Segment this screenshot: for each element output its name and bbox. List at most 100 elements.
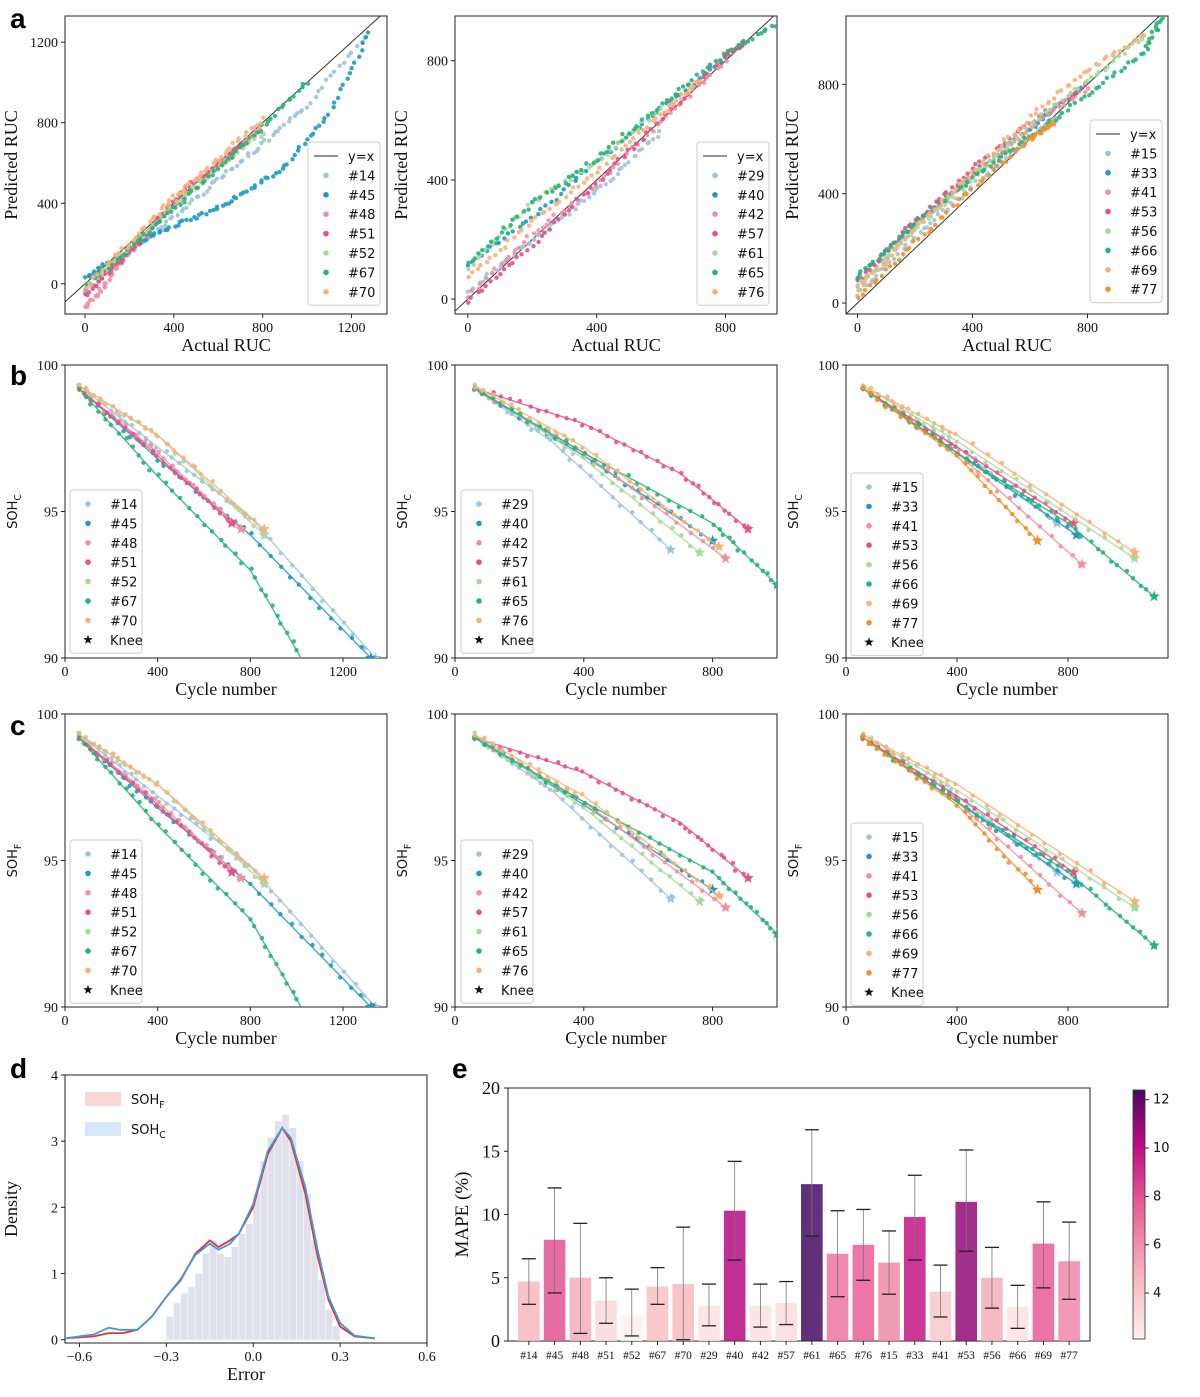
data-point (868, 390, 873, 396)
y-axis-label-base: SOH (787, 501, 802, 529)
y-axis-label: Predicted RUC (782, 110, 802, 220)
data-point (1038, 112, 1043, 117)
data-point (1052, 96, 1057, 101)
data-point (1122, 65, 1128, 71)
data-point (268, 536, 273, 542)
hist-bar (202, 1253, 210, 1340)
data-point (908, 768, 913, 773)
data-point (924, 765, 930, 770)
data-point (718, 64, 724, 69)
data-point (509, 753, 514, 758)
data-point (950, 190, 956, 195)
data-point (1009, 485, 1014, 490)
data-point (640, 851, 645, 856)
data-point (178, 191, 183, 196)
data-point (1045, 499, 1051, 504)
data-point (1130, 576, 1136, 581)
y-axis-label: SOHC (6, 494, 24, 529)
data-point (977, 159, 982, 164)
data-point (102, 401, 107, 406)
data-point (742, 550, 747, 555)
data-point (1053, 118, 1059, 123)
data-point (316, 605, 322, 611)
legend-marker (476, 890, 482, 896)
data-point (868, 385, 874, 390)
data-point (147, 230, 153, 235)
data-point (654, 121, 659, 126)
data-point (653, 116, 658, 121)
data-point (244, 140, 249, 146)
data-point (859, 278, 864, 284)
data-point (116, 431, 122, 436)
hist-bar (224, 1256, 232, 1340)
knee-marker (771, 578, 777, 590)
data-point (598, 151, 603, 156)
data-point (143, 426, 148, 431)
data-point (1119, 545, 1124, 551)
data-point (103, 753, 108, 758)
data-point (182, 200, 187, 205)
data-point (179, 847, 184, 853)
data-point (290, 563, 295, 568)
data-point (559, 191, 564, 197)
bar (801, 1184, 823, 1341)
data-point (773, 24, 777, 29)
data-point (972, 806, 977, 811)
legend-box (696, 141, 770, 306)
data-point (947, 792, 952, 797)
data-point (123, 762, 128, 767)
data-point (1028, 488, 1034, 493)
data-point (994, 846, 1000, 852)
series-51 (77, 387, 238, 529)
y-tick-label: 100 (427, 359, 448, 374)
data-point (732, 868, 738, 873)
data-point (676, 504, 681, 510)
data-point (993, 828, 999, 834)
data-point (555, 217, 561, 222)
data-point (687, 858, 692, 863)
data-point (660, 813, 665, 819)
data-point (1063, 516, 1068, 521)
data-point (117, 781, 122, 786)
legend-label: y=x (737, 150, 764, 165)
data-point (1078, 534, 1084, 539)
x-tick-label: #65 (829, 1350, 847, 1362)
data-point (141, 774, 146, 780)
data-point (567, 457, 572, 463)
data-point (1140, 32, 1146, 37)
data-point (137, 799, 142, 805)
data-point (1015, 146, 1020, 151)
data-point (487, 255, 492, 260)
data-point (727, 535, 732, 540)
data-point (178, 812, 184, 818)
data-point (528, 404, 533, 409)
data-point (83, 285, 89, 291)
data-point (980, 818, 985, 823)
data-point (969, 798, 974, 803)
data-point (1073, 526, 1078, 531)
data-point (879, 252, 884, 257)
data-point (547, 206, 552, 212)
data-point (274, 961, 279, 967)
knee-marker (1031, 883, 1044, 895)
data-point (218, 506, 223, 511)
y-tick-label: 90 (44, 1001, 58, 1016)
data-point (362, 993, 367, 999)
data-point (710, 847, 715, 852)
legend-marker (712, 250, 718, 256)
data-point (151, 214, 157, 219)
data-point (979, 179, 985, 185)
data-point (316, 88, 321, 94)
data-point (1026, 136, 1031, 141)
data-point (243, 134, 248, 139)
legend-label: #51 (110, 556, 137, 571)
data-point (953, 794, 958, 799)
data-point (955, 798, 961, 803)
data-point (612, 153, 617, 159)
data-point (639, 117, 645, 122)
data-point (1005, 145, 1010, 150)
data-point (953, 444, 958, 449)
data-point (479, 388, 484, 393)
hist-bar (180, 1293, 188, 1340)
data-point (686, 82, 691, 87)
